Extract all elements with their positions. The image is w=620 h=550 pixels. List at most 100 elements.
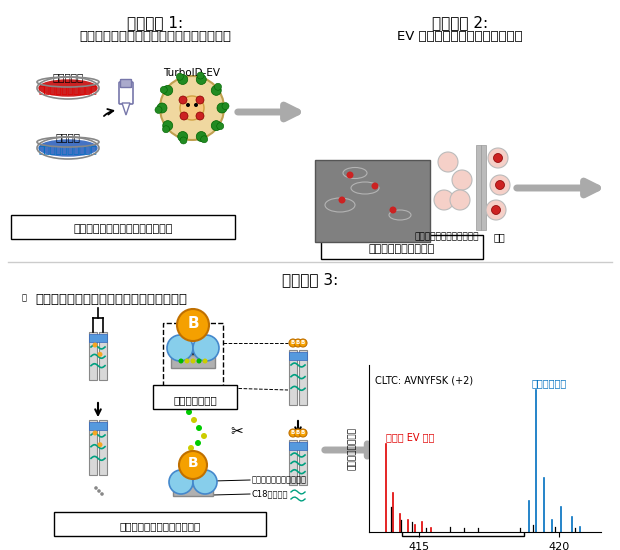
Circle shape xyxy=(389,206,397,213)
Circle shape xyxy=(347,172,353,179)
Circle shape xyxy=(160,76,224,140)
Circle shape xyxy=(190,359,195,364)
Polygon shape xyxy=(122,103,130,115)
Circle shape xyxy=(162,126,169,133)
Text: 安定同位体標識（－）: 安定同位体標識（－） xyxy=(38,84,97,94)
Text: 赤色蛍光タンパク質：陰性: 赤色蛍光タンパク質：陰性 xyxy=(415,232,479,241)
Bar xyxy=(476,145,481,230)
Text: B: B xyxy=(296,339,300,344)
Bar xyxy=(481,145,486,230)
Circle shape xyxy=(299,429,307,437)
Text: スピンチップ型濃縮デバイス: スピンチップ型濃縮デバイス xyxy=(120,521,201,531)
FancyBboxPatch shape xyxy=(11,215,235,239)
Circle shape xyxy=(197,72,204,79)
Text: ドナー細胞: ドナー細胞 xyxy=(52,72,84,82)
Text: CLTC: AVNYFSK (+2): CLTC: AVNYFSK (+2) xyxy=(374,375,472,385)
FancyBboxPatch shape xyxy=(54,512,266,536)
Circle shape xyxy=(294,429,302,437)
Circle shape xyxy=(162,120,173,131)
Circle shape xyxy=(195,440,201,446)
Text: フローサイトメトリー: フローサイトメトリー xyxy=(369,244,435,254)
Circle shape xyxy=(185,359,190,364)
Bar xyxy=(289,442,307,450)
Circle shape xyxy=(217,123,224,130)
Circle shape xyxy=(490,175,510,195)
Circle shape xyxy=(92,343,97,348)
Bar xyxy=(315,160,430,242)
FancyBboxPatch shape xyxy=(321,235,483,259)
Text: C18ディスク: C18ディスク xyxy=(252,490,288,498)
Circle shape xyxy=(494,153,502,162)
Text: インキュベーション＆ビオチン化: インキュベーション＆ビオチン化 xyxy=(73,224,173,234)
Circle shape xyxy=(157,103,167,113)
Bar xyxy=(299,350,307,405)
Bar xyxy=(299,440,307,485)
Text: B: B xyxy=(301,430,305,434)
Circle shape xyxy=(155,106,162,113)
Circle shape xyxy=(179,451,207,479)
Circle shape xyxy=(179,96,187,104)
Circle shape xyxy=(222,103,229,109)
Circle shape xyxy=(193,470,217,494)
Circle shape xyxy=(299,339,307,347)
Text: TurboID-EV: TurboID-EV xyxy=(164,68,221,78)
Circle shape xyxy=(176,73,184,80)
Circle shape xyxy=(289,429,297,437)
Circle shape xyxy=(215,83,221,90)
Circle shape xyxy=(197,359,202,364)
Circle shape xyxy=(188,445,194,451)
Bar xyxy=(89,334,107,342)
Text: ✂: ✂ xyxy=(231,425,244,439)
Circle shape xyxy=(289,339,297,347)
Text: B: B xyxy=(301,339,305,344)
Circle shape xyxy=(194,103,198,107)
Bar xyxy=(289,440,297,485)
Bar xyxy=(99,332,107,380)
Circle shape xyxy=(197,131,206,141)
Text: ポイント 3:: ポイント 3: xyxy=(282,272,338,287)
Text: B: B xyxy=(296,430,300,434)
Circle shape xyxy=(100,492,104,496)
Circle shape xyxy=(94,486,98,490)
FancyBboxPatch shape xyxy=(119,82,133,104)
Circle shape xyxy=(438,152,458,172)
Ellipse shape xyxy=(39,80,97,96)
FancyBboxPatch shape xyxy=(120,80,131,87)
Text: ドナーと標的細胞由来のタンパク質の区別: ドナーと標的細胞由来のタンパク質の区別 xyxy=(79,30,231,43)
Circle shape xyxy=(97,489,101,493)
Text: EV を取り込んだ標的細胞の濃縮: EV を取り込んだ標的細胞の濃縮 xyxy=(397,30,523,43)
Text: 陽性: 陽性 xyxy=(493,232,505,242)
Circle shape xyxy=(167,335,193,361)
Bar xyxy=(289,350,297,405)
Bar xyxy=(289,352,307,360)
Bar xyxy=(89,420,97,475)
Circle shape xyxy=(196,112,204,120)
Circle shape xyxy=(186,409,192,415)
Text: トリプシン消化: トリプシン消化 xyxy=(173,395,217,405)
Circle shape xyxy=(211,85,221,95)
Circle shape xyxy=(452,170,472,190)
Circle shape xyxy=(178,131,188,141)
Circle shape xyxy=(488,148,508,168)
Circle shape xyxy=(201,136,208,143)
Circle shape xyxy=(196,425,202,431)
Text: 標的細胞由来: 標的細胞由来 xyxy=(531,378,567,388)
Text: ポイント 2:: ポイント 2: xyxy=(432,15,488,30)
Text: 質量分析: 質量分析 xyxy=(450,521,476,531)
Bar xyxy=(173,486,213,496)
Text: 弓: 弓 xyxy=(22,293,27,302)
Text: ストレプトアビジン樹脂: ストレプトアビジン樹脂 xyxy=(252,476,307,485)
FancyBboxPatch shape xyxy=(153,385,237,409)
Circle shape xyxy=(186,103,190,107)
Circle shape xyxy=(180,137,187,144)
Circle shape xyxy=(193,335,219,361)
Circle shape xyxy=(97,442,102,447)
Bar xyxy=(89,332,97,380)
Text: B: B xyxy=(291,339,295,344)
Circle shape xyxy=(180,112,188,120)
Text: B: B xyxy=(187,316,199,331)
Circle shape xyxy=(492,206,500,214)
Circle shape xyxy=(162,85,173,95)
Circle shape xyxy=(434,190,454,210)
Bar xyxy=(89,422,107,430)
